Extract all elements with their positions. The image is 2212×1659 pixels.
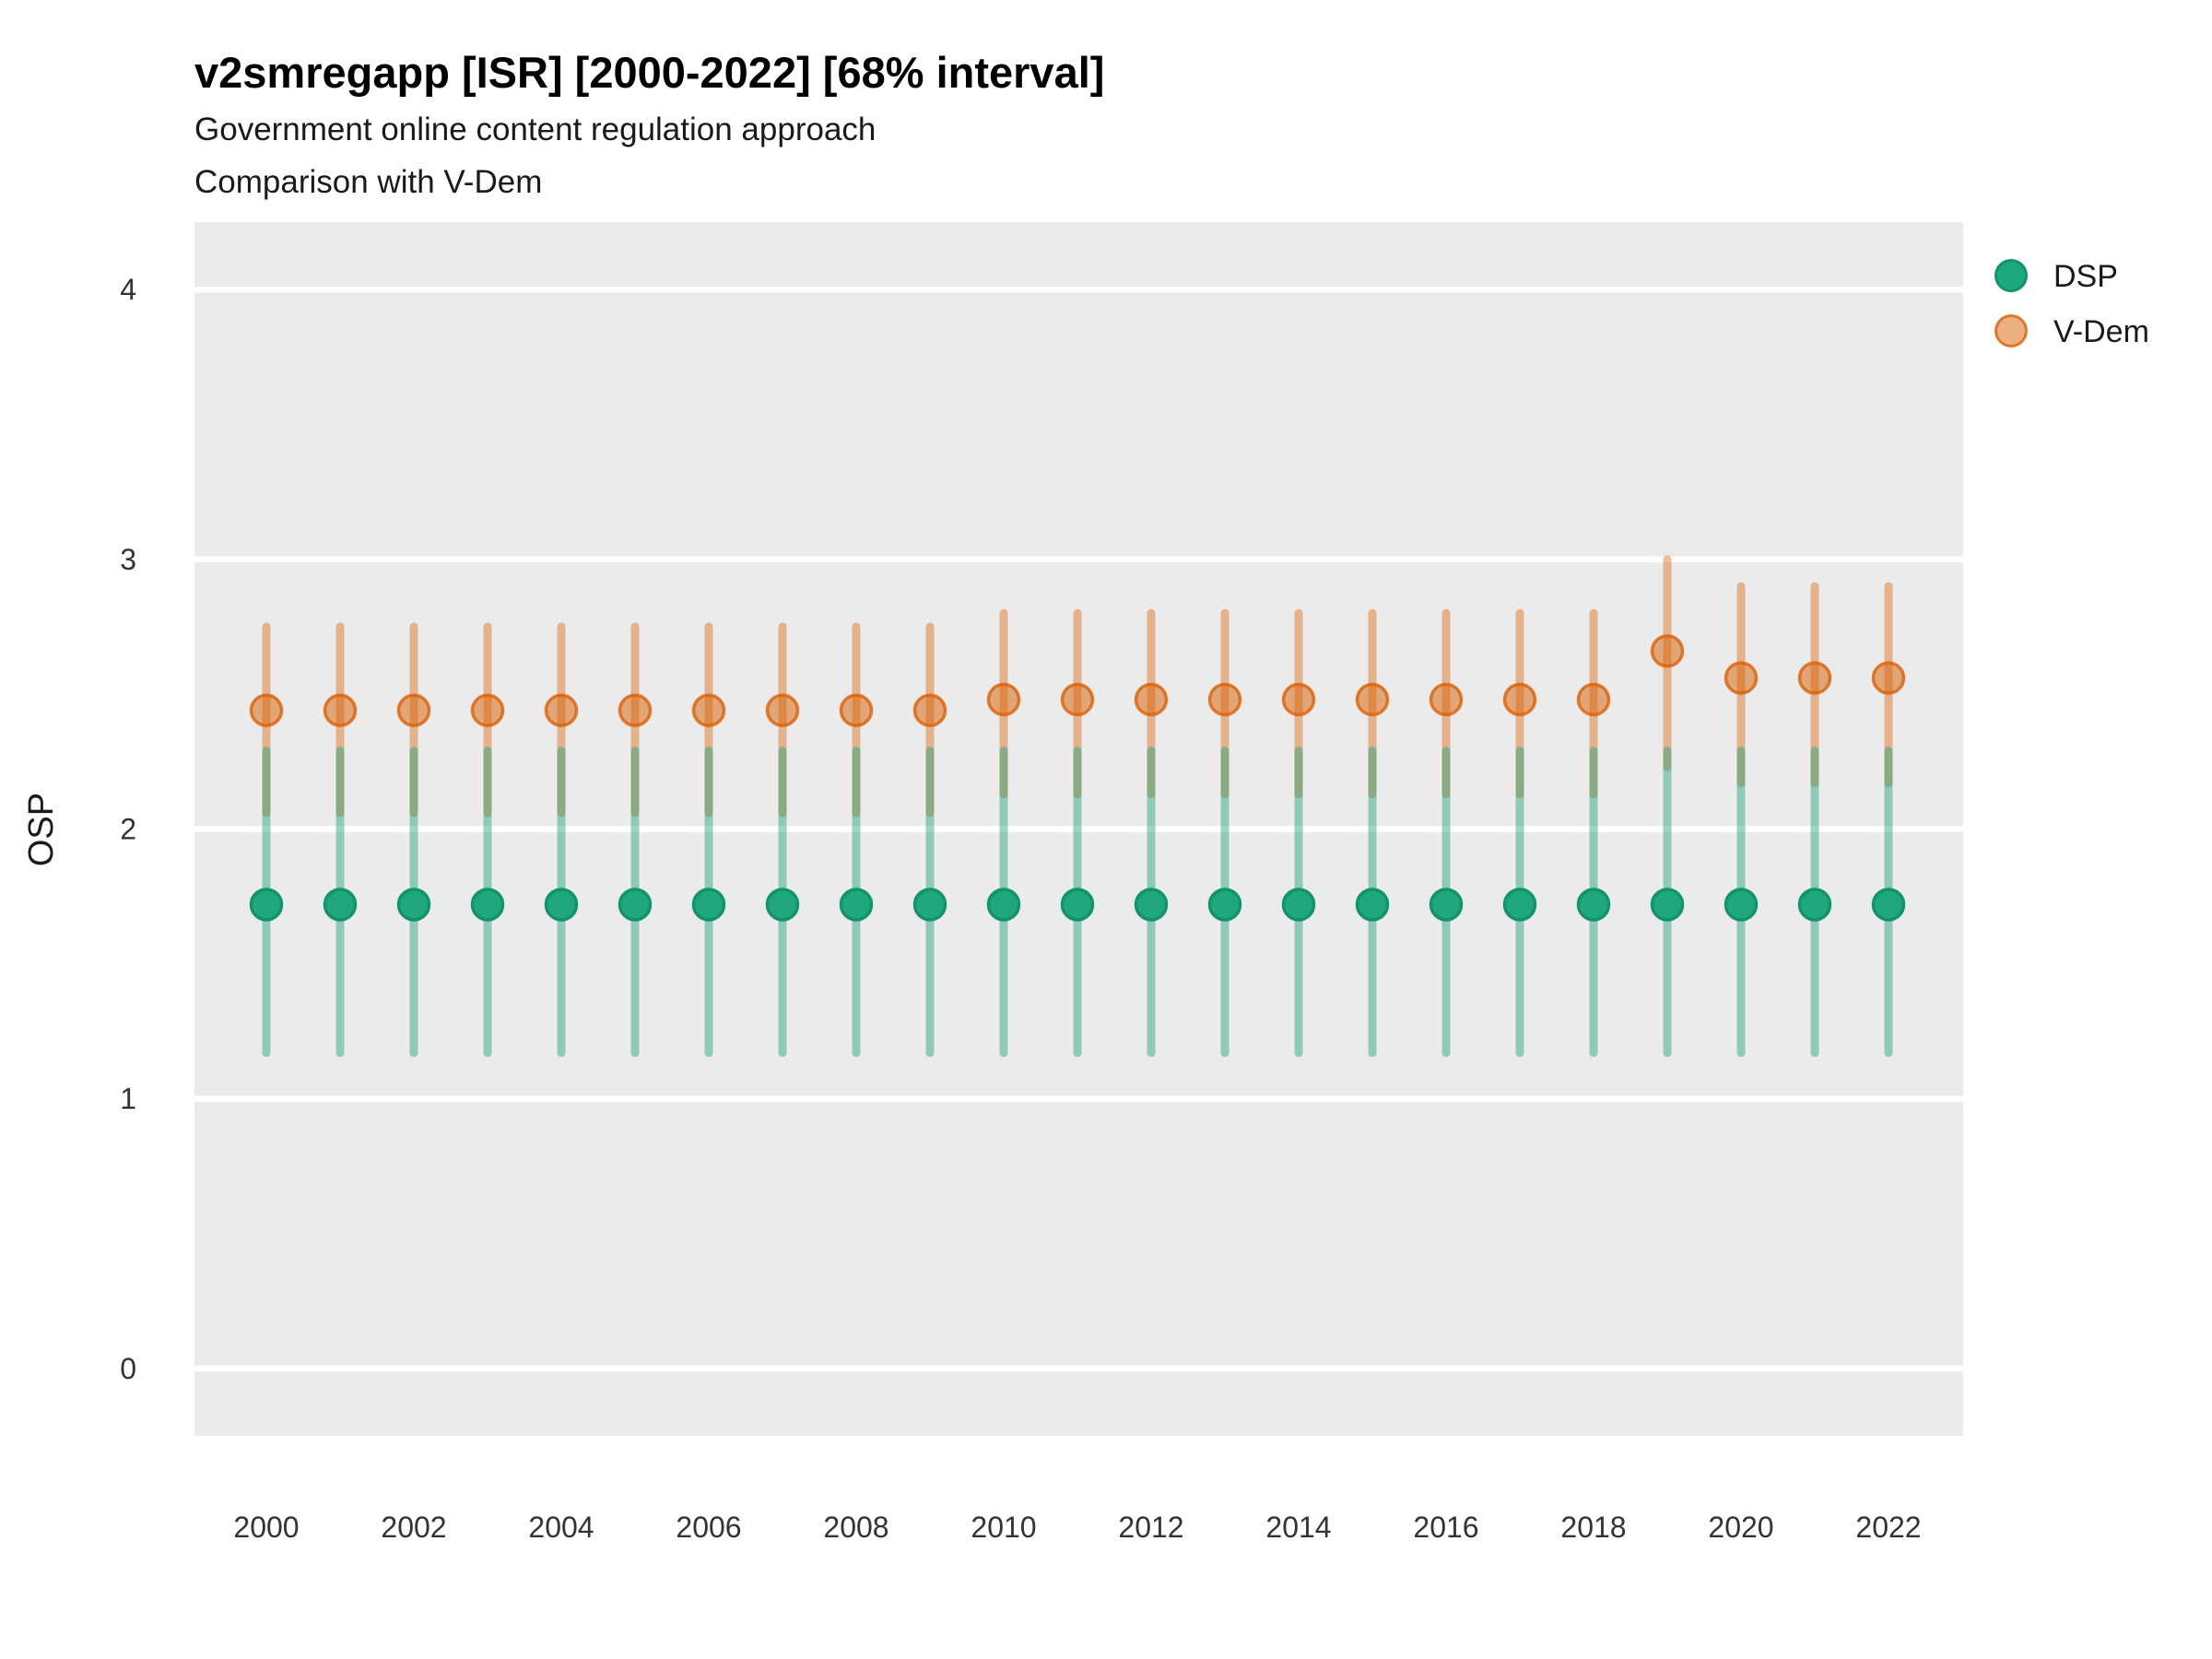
vdem-point-2007 (765, 693, 800, 727)
vdem-point-2020 (1724, 661, 1759, 695)
vdem-point-2001 (323, 693, 358, 727)
vdem-point-2009 (912, 693, 947, 727)
series (249, 555, 1906, 1057)
x-tick-label-2022: 2022 (1855, 1511, 1921, 1544)
dsp-point-2003 (470, 888, 505, 922)
vdem-point-2002 (396, 693, 431, 727)
vdem-point-2004 (544, 693, 579, 727)
dsp-point-2008 (839, 888, 874, 922)
dsp-point-2015 (1355, 888, 1390, 922)
legend-vdem-label: V-Dem (2053, 314, 2149, 349)
vdem-point-2000 (249, 693, 284, 727)
y-tick-label-0: 0 (120, 1352, 136, 1385)
y-axis-tick-labels: 0 1 2 3 4 (120, 273, 136, 1385)
dsp-point-2000 (249, 888, 284, 922)
x-tick-label-2012: 2012 (1118, 1511, 1183, 1544)
vdem-point-2016 (1429, 682, 1464, 717)
x-axis-tick-labels: 2000 2002 2004 2006 2008 2010 2012 2014 2016 2018… (233, 1511, 1921, 1544)
dsp-point-2022 (1871, 888, 1906, 922)
legend-dsp-label: DSP (2053, 259, 2118, 294)
dsp-point-2007 (765, 888, 800, 922)
vdem-point-2014 (1281, 682, 1316, 717)
vdem-point-2003 (470, 693, 505, 727)
chart-title: v2smregapp [ISR] [2000-2022] [68% interv… (194, 48, 1104, 97)
dsp-point-2004 (544, 888, 579, 922)
vdem-point-2019 (1650, 634, 1685, 668)
dsp-point-2016 (1429, 888, 1464, 922)
vdem-point-2006 (691, 693, 726, 727)
dsp-point-2011 (1060, 888, 1095, 922)
dsp-point-2009 (912, 888, 947, 922)
legend-dsp-dot-icon (1994, 259, 2028, 292)
dsp-point-2012 (1134, 888, 1169, 922)
x-tick-label-2018: 2018 (1560, 1511, 1626, 1544)
x-tick-label-2008: 2008 (823, 1511, 888, 1544)
dsp-point-2010 (986, 888, 1021, 922)
dsp-point-2020 (1724, 888, 1759, 922)
dsp-point-2006 (691, 888, 726, 922)
dsp-point-2018 (1576, 888, 1611, 922)
gridlines (194, 286, 1963, 1372)
vdem-point-2013 (1207, 682, 1242, 717)
vdem-point-2022 (1871, 661, 1906, 695)
dsp-point-2014 (1281, 888, 1316, 922)
y-tick-label-2: 2 (120, 813, 136, 846)
x-tick-label-2004: 2004 (528, 1511, 594, 1544)
x-tick-label-2010: 2010 (971, 1511, 1036, 1544)
vdem-point-2021 (1797, 661, 1832, 695)
vdem-point-2017 (1502, 682, 1537, 717)
vdem-point-2010 (986, 682, 1021, 717)
y-tick-label-3: 3 (120, 543, 136, 576)
x-tick-label-2000: 2000 (233, 1511, 299, 1544)
vdem-point-2011 (1060, 682, 1095, 717)
vdem-point-2005 (618, 693, 653, 727)
chart-subtitle-line2: Comparison with V-Dem (194, 164, 542, 200)
y-tick-label-1: 1 (120, 1082, 136, 1115)
dsp-point-2017 (1502, 888, 1537, 922)
x-tick-label-2016: 2016 (1413, 1511, 1478, 1544)
x-tick-label-2006: 2006 (676, 1511, 741, 1544)
vdem-point-2015 (1355, 682, 1390, 717)
dsp-point-2021 (1797, 888, 1832, 922)
dsp-point-2001 (323, 888, 358, 922)
dsp-point-2005 (618, 888, 653, 922)
vdem-point-2012 (1134, 682, 1169, 717)
chart-subtitle-line1: Government online content regulation app… (194, 112, 876, 147)
x-tick-label-2020: 2020 (1708, 1511, 1773, 1544)
x-tick-label-2014: 2014 (1265, 1511, 1331, 1544)
legend: DSP V-Dem (1994, 259, 2149, 349)
dsp-point-2013 (1207, 888, 1242, 922)
y-tick-label-4: 4 (120, 273, 136, 306)
vdem-point-2008 (839, 693, 874, 727)
dsp-point-2002 (396, 888, 431, 922)
y-axis-title: OSP (22, 793, 61, 866)
dsp-point-2019 (1650, 888, 1685, 922)
x-tick-label-2002: 2002 (381, 1511, 446, 1544)
vdem-point-2018 (1576, 682, 1611, 717)
legend-vdem-dot-icon (1994, 314, 2028, 347)
